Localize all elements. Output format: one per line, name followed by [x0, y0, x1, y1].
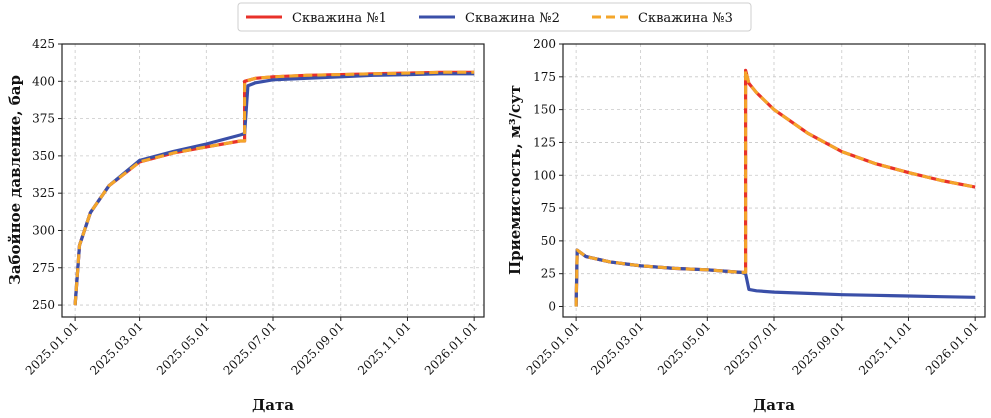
legend-frame [237, 2, 752, 32]
chart-bhp-xtick-label: 2026.01.01 [422, 319, 480, 377]
chart-injectivity-ytick-label: 0 [548, 300, 556, 314]
chart-bhp-ytick-label: 375 [32, 112, 55, 126]
chart-injectivity-grid [563, 43, 985, 317]
legend-label-3: Скважина №3 [638, 11, 733, 26]
chart-bhp-xtick-label: 2025.11.01 [355, 319, 413, 377]
chart-bhp-ytick-label: 350 [32, 149, 55, 163]
chart-injectivity-series-1 [574, 68, 976, 307]
chart-bhp-ytick-label: 400 [32, 74, 55, 88]
chart-bhp-xtick-label: 2025.03.01 [87, 319, 145, 377]
legend-entry-2: Скважина №2 [419, 11, 560, 26]
chart-injectivity-ytick-label: 25 [541, 267, 556, 281]
chart-injectivity: 0 25 50 75 100 125 150 175 200 2025.01.01 2025.03.… [506, 37, 986, 414]
legend-entry-3: Скважина №3 [592, 11, 733, 26]
chart-bhp-ytick-label: 275 [32, 261, 55, 275]
legend-label-2: Скважина №2 [465, 11, 560, 26]
chart-injectivity-xtick-label: 2025.11.01 [856, 319, 914, 377]
chart-bhp-ytick-label: 325 [32, 186, 55, 200]
chart-injectivity-xtick-label: 2025.01.01 [524, 319, 582, 377]
chart-bhp-series-1 [73, 70, 475, 306]
chart-injectivity-xtick-label: 2025.09.01 [789, 319, 847, 377]
chart-injectivity-xtick-label: 2025.03.01 [588, 319, 646, 377]
chart-bhp-frame [61, 43, 485, 318]
chart-injectivity-frame [562, 43, 986, 318]
chart-bhp-xtick-label: 2025.01.01 [23, 319, 81, 377]
chart-injectivity-xlabel: Дата [753, 396, 795, 414]
chart-bhp-ytick-label: 425 [32, 37, 55, 51]
chart-bhp-xtick-label: 2025.09.01 [288, 319, 346, 377]
chart-bhp-ytick-label: 250 [32, 298, 55, 312]
chart-bhp-xtick-label: 2025.07.01 [221, 319, 279, 377]
chart-injectivity-xtick-label: 2025.07.01 [722, 319, 780, 377]
chart-bhp-series-2 [73, 72, 475, 306]
chart-injectivity-ytick-label: 150 [533, 103, 556, 117]
chart-injectivity-ytick-label: 125 [533, 135, 556, 149]
chart-injectivity-ytick-label: 100 [533, 168, 556, 182]
chart-injectivity-ytick-label: 50 [541, 234, 556, 248]
chart-injectivity-ytick-label: 175 [533, 70, 556, 84]
chart-injectivity-series [574, 68, 976, 307]
chart-bhp-ytick-label: 300 [32, 223, 55, 237]
chart-injectivity-ytick-label: 200 [533, 37, 556, 51]
chart-bhp-ylabel: Забойное давление, бар [6, 75, 24, 285]
legend-label-1: Скважина №1 [292, 11, 387, 26]
chart-bhp-xlabel: Дата [252, 396, 294, 414]
chart-bhp-xtick-label: 2025.05.01 [154, 319, 212, 377]
chart-injectivity-series-2 [574, 248, 976, 307]
chart-injectivity-xtick-label: 2026.01.01 [923, 319, 981, 377]
legend-entry-1: Скважина №1 [246, 11, 387, 26]
chart-bhp-grid [62, 43, 484, 317]
chart-injectivity-ytick-label: 75 [541, 201, 556, 215]
chart-injectivity-xtick-label: 2025.05.01 [655, 319, 713, 377]
chart-injectivity-series-3 [574, 68, 976, 307]
legend: Скважина №1 Скважина №2 Скважина №3 [237, 2, 752, 32]
chart-bhp-series [73, 70, 475, 306]
chart-injectivity-ylabel: Приемистость, м³/сут [506, 85, 524, 275]
chart-bhp-series-3 [73, 70, 475, 306]
